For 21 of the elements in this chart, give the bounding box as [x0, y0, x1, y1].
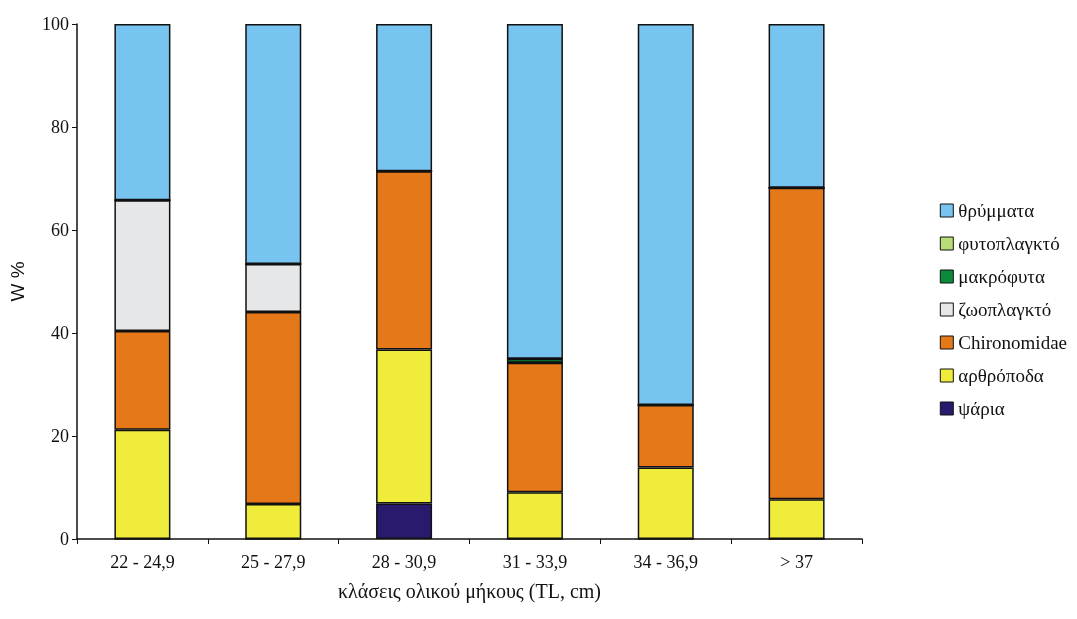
- y-tick-label: 60: [51, 220, 69, 240]
- y-tick-label: 40: [51, 323, 69, 343]
- legend-label: ζωοπλαγκτό: [958, 299, 1052, 320]
- legend-label: θρύμματα: [958, 200, 1035, 221]
- legend-label: φυτοπλαγκτό: [958, 233, 1060, 254]
- x-axis-title: κλάσεις ολικού μήκους (TL, cm): [338, 580, 601, 603]
- legend-label: μακρόφυτα: [958, 266, 1045, 287]
- legend-label: αρθρόποδα: [958, 365, 1044, 386]
- x-tick-label: 34 - 36,9: [633, 552, 698, 572]
- x-tick-label: > 37: [780, 552, 813, 572]
- x-tick-label: 28 - 30,9: [371, 552, 437, 572]
- legend-label: Chironomidae: [958, 332, 1067, 353]
- y-axis-title: W %: [7, 261, 28, 302]
- legend-label: ψάρια: [958, 398, 1005, 419]
- y-tick-label: 20: [51, 426, 69, 446]
- y-tick-label: 0: [60, 529, 69, 549]
- x-tick-label: 22 - 24,9: [110, 552, 175, 572]
- x-tick-label: 25 - 27,9: [241, 552, 306, 572]
- y-tick-label: 100: [42, 14, 69, 34]
- x-tick-label: 31 - 33,9: [502, 552, 568, 572]
- y-tick-label: 80: [51, 117, 69, 137]
